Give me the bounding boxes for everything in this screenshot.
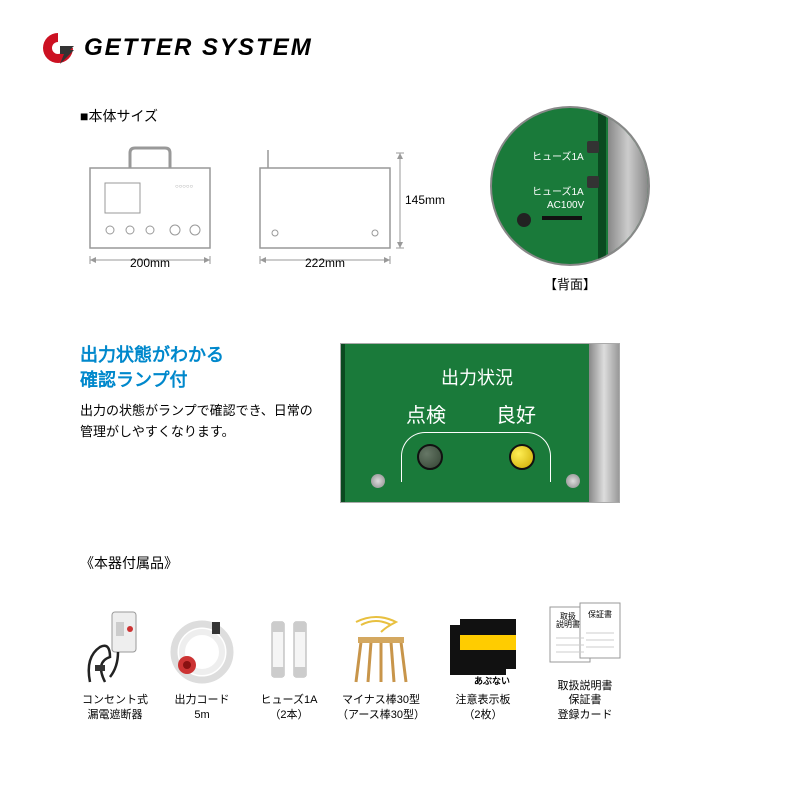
led-inspect-icon [417, 444, 443, 470]
ac-label: AC100V [547, 200, 584, 211]
size-title: ■本体サイズ [80, 106, 430, 126]
feature-title: 出力状態がわかる 確認ランプ付 [80, 343, 320, 393]
accessory-item: マイナス棒30型 （アース棒30型） [336, 607, 426, 722]
led-good-icon [509, 444, 535, 470]
width-label: 200mm [130, 256, 170, 270]
depth-label: 222mm [305, 256, 345, 270]
doc-text-1: 取扱 説明書 [556, 613, 580, 629]
accessory-item: 取扱 説明書 保証書 取扱説明書 保証書 登録カード [540, 593, 630, 722]
accessory-item: コンセント式 漏電遮断器 [80, 607, 150, 722]
diagram-front: ○○○○○ 200mm [80, 138, 230, 273]
fuse-label-1: ヒューズ1A [532, 148, 584, 163]
back-photo: ヒューズ1A ヒューズ1A AC100V 【背面】 [490, 106, 650, 293]
panel-title: 出力状況 [441, 364, 513, 390]
accessory-item: あぶない 注意表示板 （2枚） [438, 607, 528, 722]
accessory-label: コンセント式 漏電遮断器 [82, 693, 148, 722]
accessory-label: マイナス棒30型 （アース棒30型） [337, 693, 425, 722]
feature-title-line2: 確認ランプ付 [80, 370, 187, 390]
feature-description: 出力の状態がランプで確認でき、日常の管理がしやすくなります。 [80, 401, 320, 443]
warning-text: あぶない [474, 674, 510, 687]
doc-text-2: 保証書 [588, 609, 612, 620]
diagram-side: 145mm 222mm [250, 138, 430, 273]
accessory-label: 出力コード 5m [175, 693, 230, 722]
accessory-item: ヒューズ1A （2本） [254, 607, 324, 722]
accessory-item: 出力コード 5m [162, 607, 242, 722]
accessory-label: 注意表示板 （2枚） [456, 693, 511, 722]
height-label: 145mm [405, 193, 445, 207]
accessory-label: 取扱説明書 保証書 登録カード [558, 679, 613, 722]
breaker-icon [80, 607, 150, 687]
warning-sign-icon: あぶない [438, 607, 528, 687]
svg-text:○○○○○: ○○○○○ [175, 184, 193, 190]
fuse-icon [254, 607, 324, 687]
logo-g-icon [40, 30, 76, 66]
logo-text: GETTER SYSTEM [84, 34, 313, 62]
fuse-label-2: ヒューズ1A [532, 183, 584, 198]
documents-icon: 取扱 説明書 保証書 [540, 593, 630, 673]
panel-left-label: 点検 [406, 399, 446, 428]
accessories-section: 《本器付属品》 コンセント式 漏電遮断器 [40, 553, 760, 722]
feature-title-line1: 出力状態がわかる [80, 345, 224, 365]
accessories-title: 《本器付属品》 [80, 553, 760, 573]
cord-icon [162, 607, 242, 687]
panel-right-label: 良好 [496, 399, 536, 428]
header: GETTER SYSTEM [40, 30, 760, 66]
feature-section: 出力状態がわかる 確認ランプ付 出力の状態がランプで確認でき、日常の管理がしやす… [40, 343, 760, 503]
earth-rod-icon [336, 607, 426, 687]
feature-photo: 出力状況 点検 良好 [340, 343, 620, 503]
back-caption: 【背面】 [490, 274, 650, 293]
accessory-label: ヒューズ1A （2本） [261, 693, 318, 722]
size-section: ■本体サイズ ○○○○○ 200mm [40, 106, 760, 293]
